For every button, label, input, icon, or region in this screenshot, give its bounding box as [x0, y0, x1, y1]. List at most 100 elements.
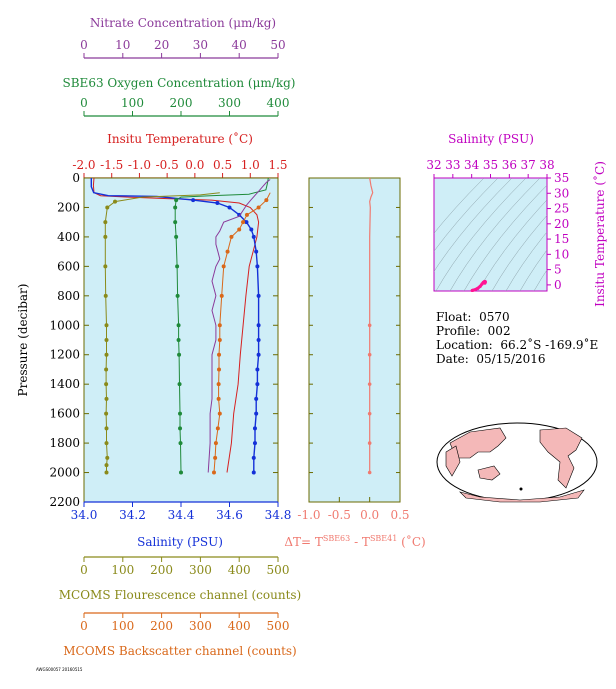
- fluorescence-point: [103, 293, 108, 298]
- temperature-tick-label: -2.0: [72, 158, 95, 172]
- temperature-tick-label: -0.5: [156, 158, 179, 172]
- backscatter-point: [217, 367, 222, 372]
- backscatter-point: [216, 396, 221, 401]
- salinity-point: [251, 234, 256, 239]
- delta-t-point: [367, 441, 372, 445]
- oxygen-point: [179, 470, 183, 475]
- ts-density-contour: [434, 178, 499, 252]
- fluorescence-point: [105, 205, 110, 210]
- ts-point: [471, 288, 476, 292]
- salinity-tick-label: 34.4: [168, 508, 195, 522]
- fluorescence-point: [104, 463, 109, 468]
- oxygen-axis: 0 100 200 300 400: [80, 96, 289, 117]
- backscatter-point: [225, 249, 230, 254]
- pressure-tick-label: 1200: [49, 348, 80, 362]
- backscatter-point: [213, 455, 218, 460]
- fluorescence-point: [103, 220, 108, 225]
- oxygen-point: [175, 293, 180, 298]
- salinity-point: [215, 201, 220, 206]
- top-axes: Nitrate Concentration (μm/kg) 0 10 20 30 40 5…: [63, 16, 295, 179]
- ts-density-contour: [491, 214, 547, 291]
- backscatter-point: [217, 323, 222, 328]
- map-land-antarctica: [459, 489, 585, 503]
- delta-t-plot-background: [308, 177, 401, 503]
- nitrate-axis: 0 10 20 30 40 50: [80, 38, 286, 59]
- ts-salinity-tick-label: 38: [539, 158, 554, 172]
- backscatter-point: [229, 234, 234, 239]
- float-number: 0570: [479, 310, 510, 324]
- oxygen-point: [178, 441, 183, 446]
- float-info: Float: 0570 Profile: 002 Location: 66.2˚…: [436, 310, 598, 366]
- oxygen-point: [173, 220, 178, 225]
- ts-diagram: Salinity (PSU) 32 33 34 35 36 37 3835302520151…: [426, 132, 607, 307]
- ts-density-contour: [533, 269, 547, 291]
- fluorescence-point: [104, 470, 109, 475]
- temperature-tick-label: 0.0: [185, 158, 204, 172]
- oxygen-point: [174, 198, 179, 203]
- nitrate-series-line: [207, 179, 271, 473]
- delta-t-axis-title: ΔT= TSBE63 - TSBE41 (˚C): [284, 534, 425, 549]
- temperature-tick-label: 0.5: [213, 158, 232, 172]
- fluorescence-point: [104, 426, 109, 431]
- nitrate-tick-label: 30: [193, 38, 208, 52]
- ts-temperature-tick-label: 10: [554, 247, 569, 261]
- oxygen-point: [178, 411, 183, 416]
- salinity-point: [249, 227, 254, 232]
- fluorescence-point: [103, 234, 108, 239]
- delta-t-point: [367, 470, 372, 475]
- map-land-africa: [445, 445, 461, 477]
- backscatter-point: [241, 220, 246, 225]
- temperature-tick-label: -1.5: [100, 158, 123, 172]
- salinity-tick-label: 34.2: [119, 508, 146, 522]
- backscatter-tick-label: 200: [150, 619, 173, 633]
- ts-temperature-tick-label: 25: [554, 202, 569, 216]
- oxygen-point: [177, 352, 182, 357]
- backscatter-point: [211, 470, 216, 475]
- ts-point: [475, 286, 479, 291]
- temperature-tick-label: -1.0: [128, 158, 151, 172]
- fluorescence-point: [113, 199, 118, 204]
- float-location-marker: [519, 487, 523, 491]
- map-land-americas: [539, 427, 583, 489]
- delta-t-point: [367, 323, 372, 328]
- salinity-point: [256, 293, 261, 298]
- fluorescence-point: [103, 264, 108, 269]
- temperature-tick-label: 1.5: [268, 158, 287, 172]
- backscatter-point: [256, 205, 261, 210]
- backscatter-axis: 0 100 200 300 400 500: [80, 612, 289, 633]
- salinity-point: [254, 249, 259, 254]
- salinity-point: [255, 367, 260, 372]
- ts-salinity-tick-label: 32: [426, 158, 441, 172]
- backscatter-tick-label: 0: [80, 619, 88, 633]
- backscatter-point: [219, 293, 224, 298]
- backscatter-point: [216, 382, 221, 387]
- salinity-point: [256, 352, 261, 357]
- ts-density-contour: [434, 178, 485, 234]
- backscatter-point: [217, 338, 222, 342]
- pressure-tick-label: 2200: [49, 495, 80, 509]
- salinity-point: [191, 198, 196, 203]
- fluorescence-axis: 0 100 200 300 400 500: [80, 556, 289, 577]
- salinity-point: [227, 205, 232, 210]
- ts-density-contour: [434, 178, 513, 272]
- delta-t-axis: -1.0 -0.5 0.0 0.5: [297, 177, 410, 522]
- pressure-tick-label: 0: [72, 171, 80, 185]
- backscatter-axis-title: MCOMS Backscatter channel (counts): [63, 644, 296, 658]
- salinity-point: [251, 455, 256, 460]
- ts-salinity-tick-label: 37: [521, 158, 536, 172]
- oxygen-tick-label: 100: [121, 96, 144, 110]
- date-row: Date: 05/15/2016: [436, 352, 546, 366]
- nitrate-tick-label: 20: [154, 38, 169, 52]
- oxygen-tick-label: 300: [218, 96, 241, 110]
- nitrate-tick-label: 0: [80, 38, 88, 52]
- fluorescence-point: [104, 338, 109, 342]
- main-profile-plot: 0 200 400 600 800 1000 1200 1400 1600 1800 2000 220…: [16, 171, 291, 549]
- ts-salinity-tick-label: 33: [445, 158, 460, 172]
- oxygen-point: [173, 205, 178, 210]
- ts-salinity-tick-label: 35: [483, 158, 498, 172]
- oxygen-tick-label: 0: [80, 96, 88, 110]
- ts-temperature-tick-label: 35: [554, 171, 569, 185]
- delta-t-tick-label: 0.0: [360, 508, 379, 522]
- backscatter-point: [215, 426, 220, 431]
